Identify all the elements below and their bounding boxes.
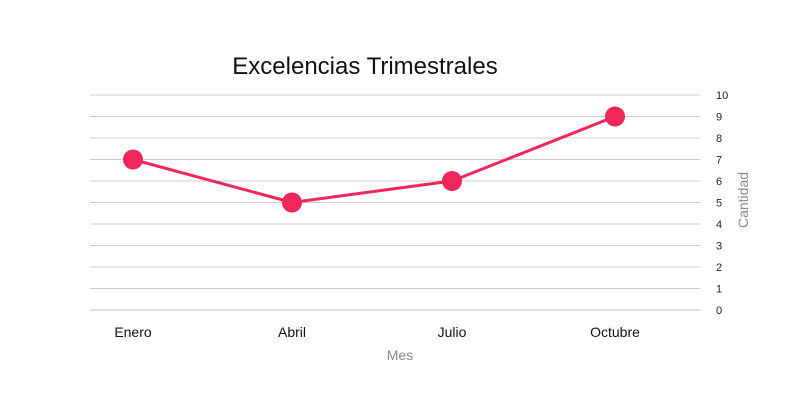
- x-tick-label: Abril: [278, 324, 306, 340]
- y-tick-label: 2: [716, 262, 722, 274]
- y-axis-ticks: 0 1 2 3 4 5 6 7 8 9 10: [716, 90, 728, 317]
- y-tick-label: 3: [716, 241, 722, 253]
- chart-title: Excelencias Trimestrales: [232, 53, 497, 80]
- data-point: [282, 192, 302, 213]
- y-tick-label: 8: [716, 133, 722, 145]
- gridlines: [90, 94, 700, 311]
- y-tick-label: 4: [716, 219, 722, 231]
- x-tick-label: Octubre: [590, 324, 640, 340]
- y-tick-label: 1: [716, 284, 722, 296]
- x-axis-ticks: Enero Abril Julio Octubre: [114, 324, 640, 340]
- data-point: [123, 149, 143, 170]
- y-axis-title: Cantidad: [735, 172, 751, 228]
- y-tick-label: 0: [716, 305, 722, 317]
- y-tick-label: 9: [716, 112, 722, 124]
- x-tick-label: Julio: [438, 324, 467, 340]
- y-tick-label: 6: [716, 176, 722, 188]
- x-tick-label: Enero: [114, 324, 152, 340]
- data-point: [442, 171, 462, 191]
- series-layer: [123, 106, 625, 213]
- series-line: [131, 115, 617, 204]
- x-axis-title: Mes: [387, 347, 413, 363]
- y-tick-label: 10: [716, 90, 728, 102]
- y-tick-label: 5: [716, 198, 722, 210]
- y-tick-label: 7: [716, 155, 722, 167]
- data-point: [605, 106, 625, 127]
